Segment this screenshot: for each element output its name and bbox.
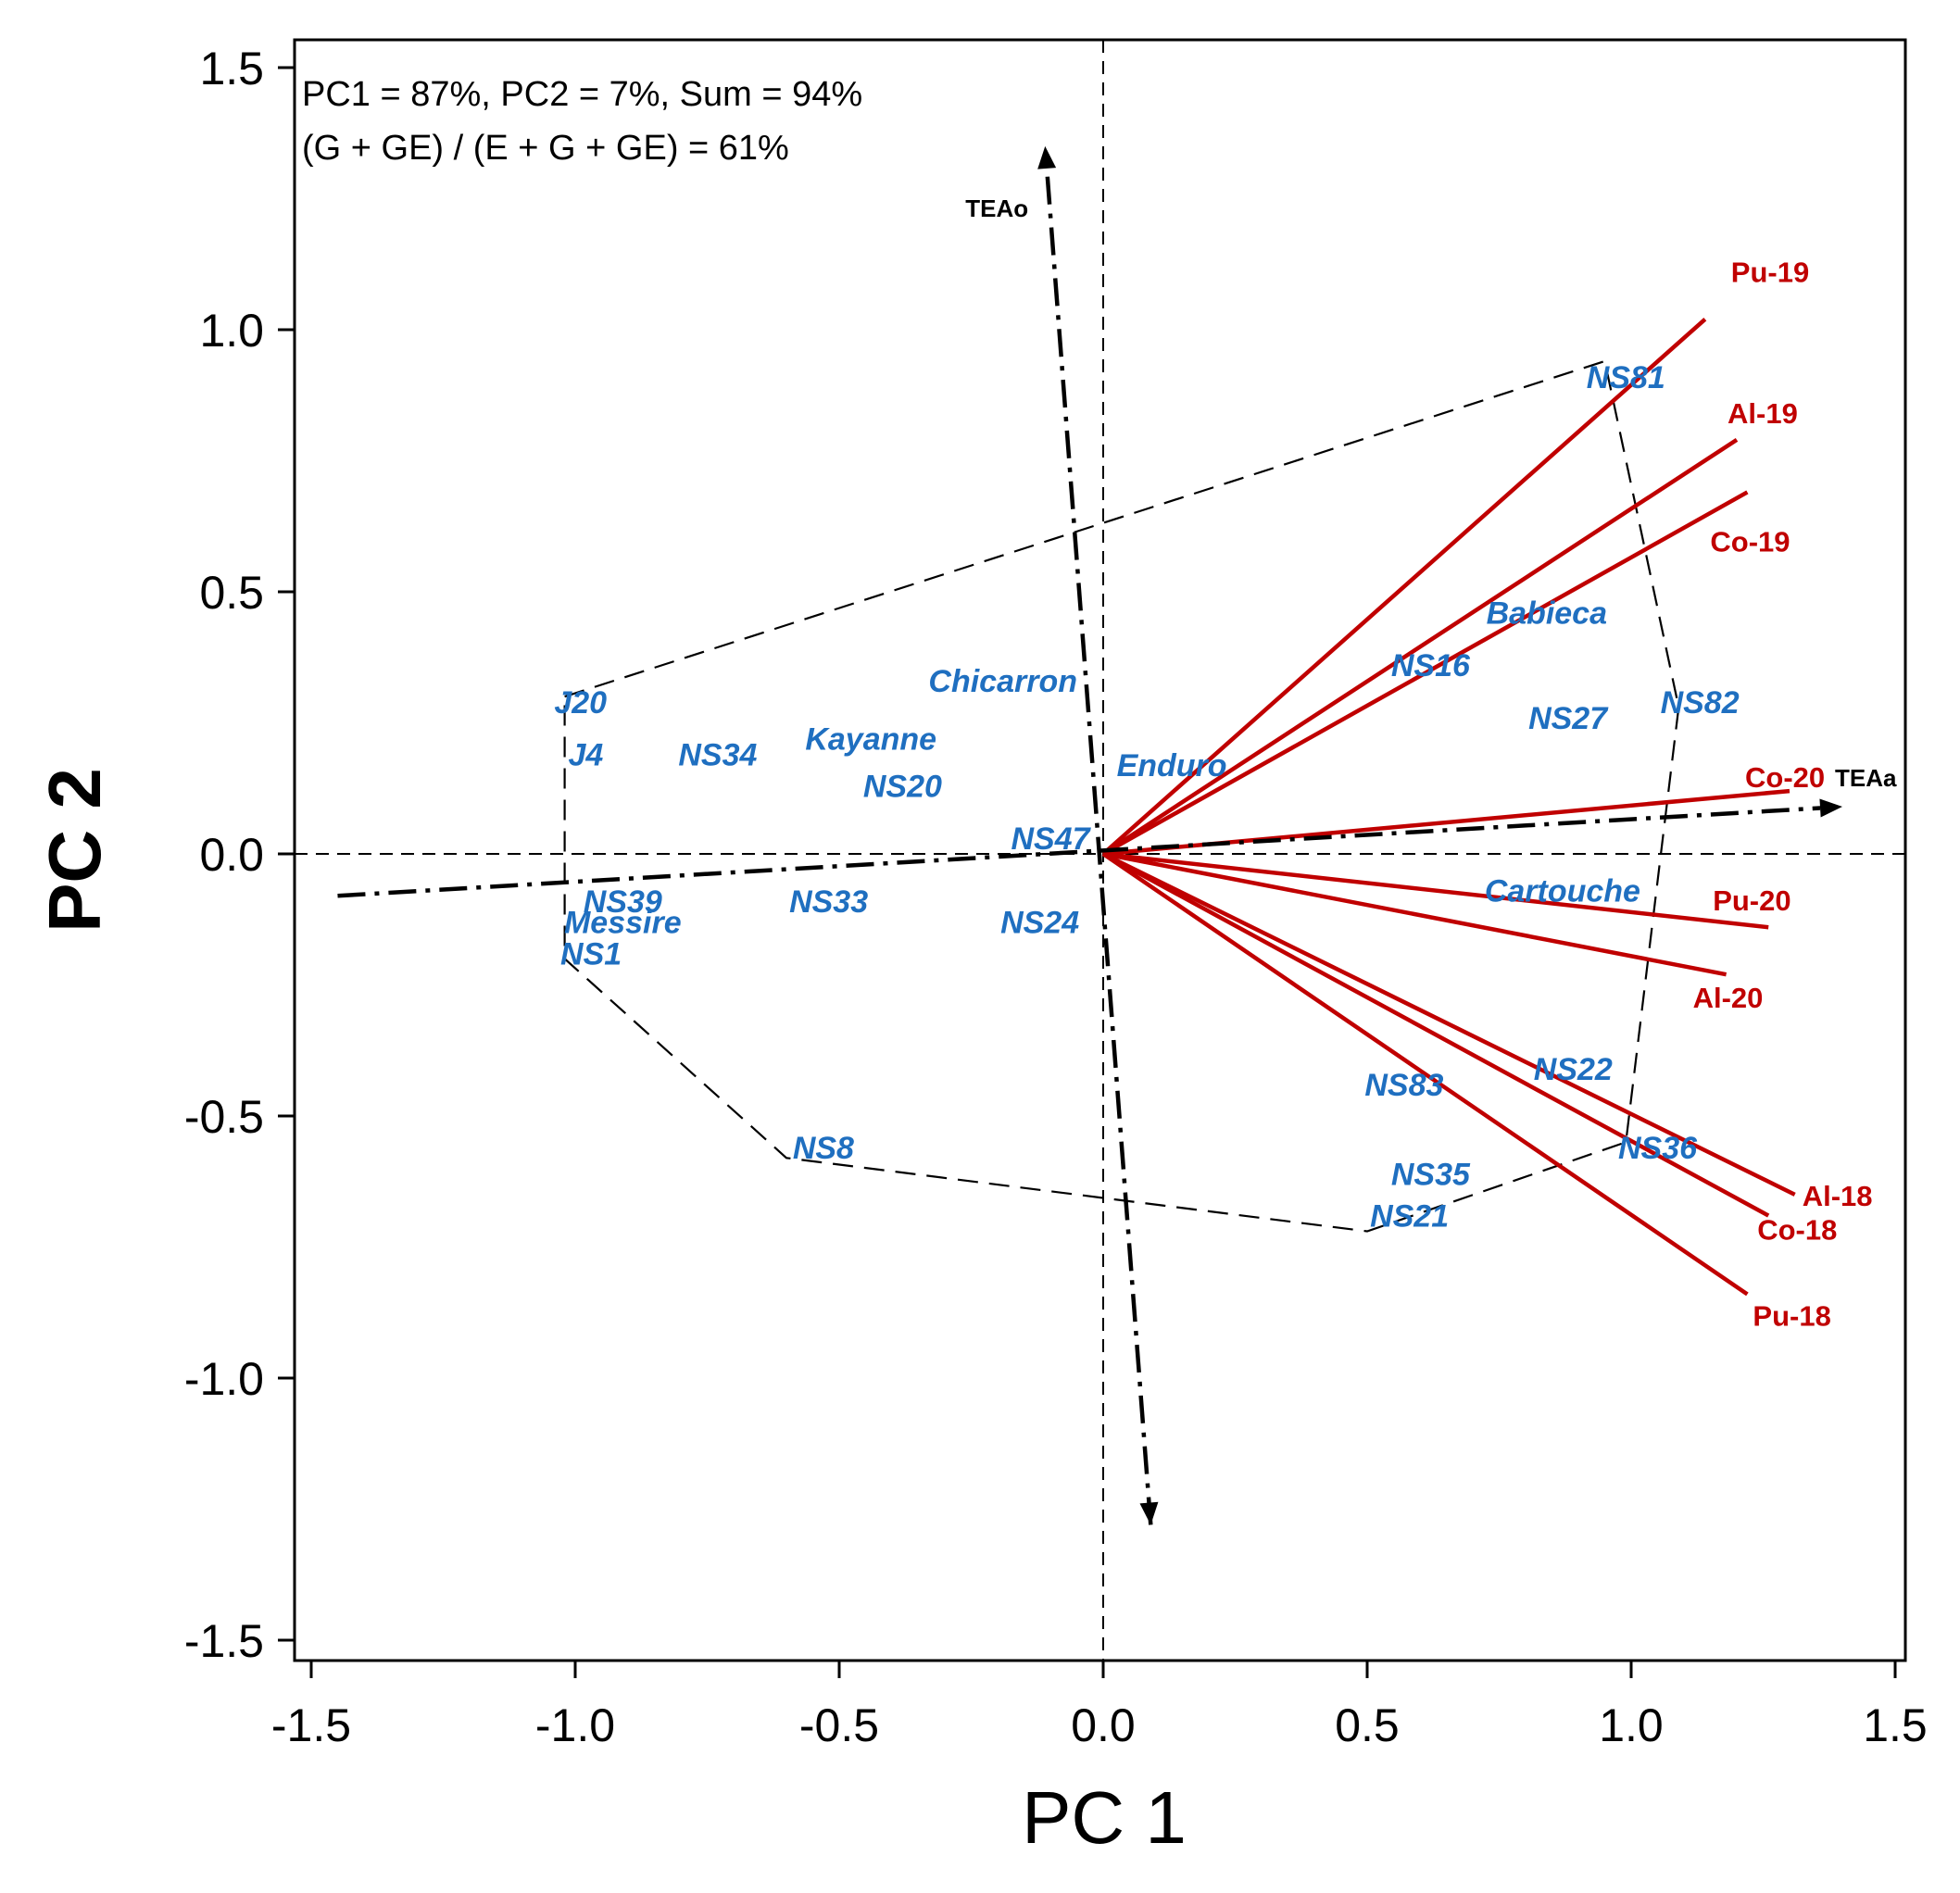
genotype-label-ns21: NS21 bbox=[1370, 1199, 1449, 1235]
env-vector-al-18 bbox=[1102, 851, 1796, 1197]
genotype-label-ns24: NS24 bbox=[1000, 906, 1079, 941]
genotype-label-ns1: NS1 bbox=[560, 937, 622, 972]
genotype-label-ns20: NS20 bbox=[863, 769, 942, 804]
genotype-label-ns82: NS82 bbox=[1661, 685, 1740, 721]
x-tick-label: -1.5 bbox=[271, 1699, 351, 1751]
axis-teaa-label: TEAa bbox=[1835, 764, 1897, 792]
environment-labels: Pu-19 Al-19 Co-19 Co-20 Pu-20 Al-20 Al-18Co-18… bbox=[1693, 257, 1873, 1333]
genotype-label-ns34: NS34 bbox=[678, 737, 757, 772]
env-vector-co-19 bbox=[1101, 490, 1749, 856]
annotation-line-2: (G + GE) / (E + G + GE) = 61% bbox=[302, 129, 789, 168]
x-tick-label: -0.5 bbox=[799, 1699, 879, 1751]
genotype-label-ns35: NS35 bbox=[1391, 1157, 1471, 1192]
axis-teaa-line bbox=[337, 806, 1821, 898]
y-tick-label: -0.5 bbox=[184, 1091, 264, 1143]
environment-vectors bbox=[1101, 317, 1796, 1297]
axis-teao-tail-arrowhead bbox=[1139, 1501, 1159, 1525]
env-vector-pu-20 bbox=[1102, 851, 1769, 930]
env-label-al-20: Al-20 bbox=[1693, 982, 1764, 1014]
genotype-label-ns39: NS39 bbox=[584, 884, 662, 920]
y-tick-label: 1.0 bbox=[199, 305, 264, 357]
genotype-label-ns22: NS22 bbox=[1534, 1052, 1613, 1087]
axis-teao-line bbox=[1044, 168, 1153, 1525]
x-tick-label: 0.0 bbox=[1071, 1699, 1136, 1751]
x-tick-label: 1.5 bbox=[1863, 1699, 1928, 1751]
env-label-co-19: Co-19 bbox=[1710, 525, 1790, 558]
genotype-label-ns47: NS47 bbox=[1011, 821, 1091, 857]
env-label-al-18: Al-18 bbox=[1803, 1180, 1873, 1212]
y-tick-label: 0.0 bbox=[199, 829, 264, 881]
env-vector-al-20 bbox=[1102, 851, 1728, 977]
plot-frame bbox=[293, 38, 1907, 1662]
genotype-label-cartouche: Cartouche bbox=[1485, 874, 1640, 909]
x-axis-title: PC 1 bbox=[1022, 1776, 1187, 1859]
genotype-label-enduro: Enduro bbox=[1117, 748, 1227, 784]
genotype-label-ns33: NS33 bbox=[789, 884, 868, 920]
genotype-label-ns83: NS83 bbox=[1364, 1068, 1443, 1103]
polygon-outline bbox=[563, 359, 1680, 1233]
genotype-label-ns81: NS81 bbox=[1587, 360, 1665, 395]
annotation-line-1: PC1 = 87%, PC2 = 7%, Sum = 94% bbox=[302, 75, 862, 114]
genotype-label-ns8: NS8 bbox=[793, 1131, 854, 1166]
genotype-label-babieca: Babieca bbox=[1487, 596, 1607, 632]
genotype-label-ns27: NS27 bbox=[1528, 701, 1609, 736]
env-label-pu-18: Pu-18 bbox=[1753, 1299, 1830, 1332]
env-label-al-19: Al-19 bbox=[1728, 397, 1798, 430]
polygon-hull bbox=[563, 359, 1680, 1233]
aec-axes: TEAa TEAo bbox=[337, 145, 1897, 1525]
x-axis-ticks: -1.5 -1.0 -0.5 0.0 0.5 1.0 1.5 bbox=[271, 1661, 1928, 1751]
env-label-co-18: Co-18 bbox=[1757, 1214, 1837, 1247]
genotype-label-ns16: NS16 bbox=[1391, 648, 1471, 683]
genotype-label-messire: Messire bbox=[564, 906, 682, 941]
axis-teao-arrowhead bbox=[1037, 145, 1057, 169]
genotype-label-kayanne: Kayanne bbox=[805, 721, 936, 757]
axis-teao-label: TEAo bbox=[965, 194, 1028, 222]
env-label-pu-20: Pu-20 bbox=[1713, 884, 1790, 917]
y-tick-label: 0.5 bbox=[199, 567, 264, 619]
y-tick-label: 1.5 bbox=[199, 43, 264, 94]
env-label-pu-19: Pu-19 bbox=[1731, 257, 1809, 289]
x-tick-label: -1.0 bbox=[535, 1699, 615, 1751]
genotype-label-j20: J20 bbox=[554, 685, 607, 721]
y-axis-ticks: 1.5 1.0 0.5 0.0 -0.5 -1.0 -1.5 bbox=[184, 43, 295, 1667]
env-vector-pu-18 bbox=[1101, 852, 1749, 1297]
axis-teaa-arrowhead bbox=[1819, 798, 1842, 818]
genotype-label-ns36: NS36 bbox=[1618, 1131, 1698, 1166]
y-tick-label: -1.5 bbox=[184, 1615, 264, 1667]
x-tick-label: 0.5 bbox=[1335, 1699, 1400, 1751]
y-tick-label: -1.0 bbox=[184, 1353, 264, 1405]
env-vector-al-19 bbox=[1101, 437, 1739, 856]
env-vector-co-18 bbox=[1101, 852, 1770, 1218]
y-axis-title: PC 2 bbox=[33, 768, 116, 933]
env-vector-pu-19 bbox=[1101, 317, 1707, 856]
env-label-co-20: Co-20 bbox=[1745, 761, 1825, 794]
genotype-label-j4: J4 bbox=[568, 737, 603, 772]
x-tick-label: 1.0 bbox=[1599, 1699, 1664, 1751]
genotype-label-chicarron: Chicarron bbox=[928, 664, 1077, 699]
genotype-labels: NS81 Babieca NS16 NS82 NS27 Chicarron Kayanne N… bbox=[554, 360, 1739, 1235]
